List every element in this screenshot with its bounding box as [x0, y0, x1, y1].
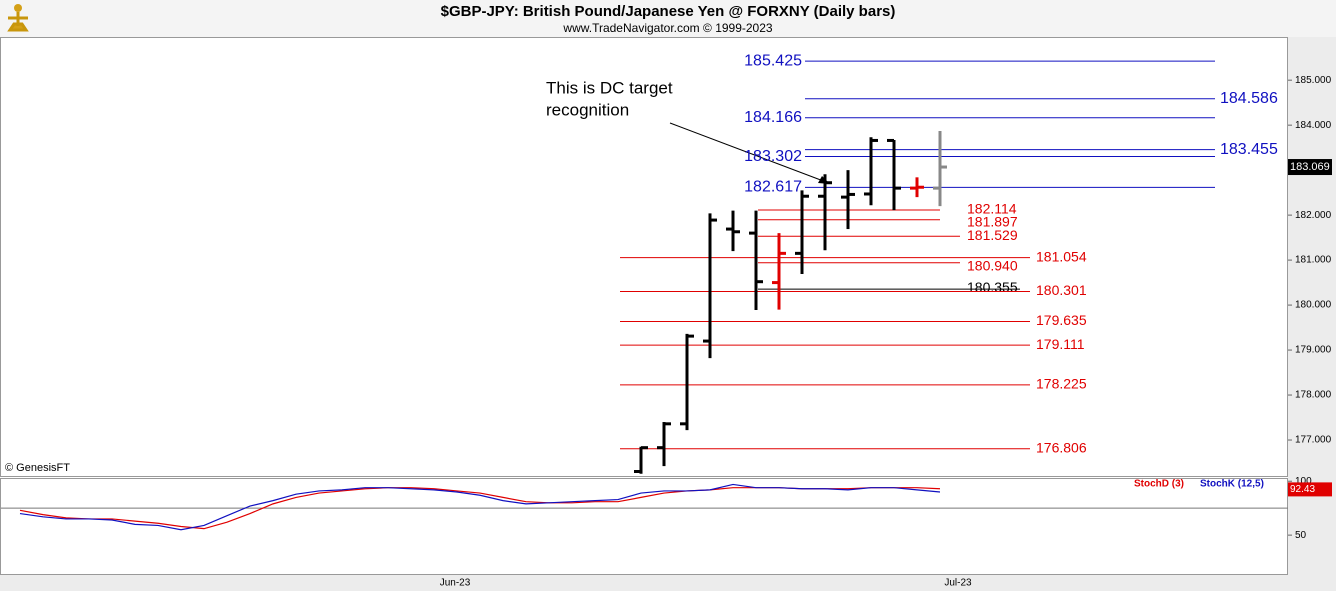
- y-tick-label: 184.000: [1295, 120, 1332, 131]
- time-axis-area: [0, 575, 1288, 591]
- level-label: 180.355: [967, 279, 1018, 295]
- level-label: 181.897: [967, 213, 1018, 229]
- level-label: 179.111: [1036, 336, 1085, 352]
- y-tick-label: 178.000: [1295, 390, 1332, 401]
- stoch-line: [19, 483, 941, 531]
- chart-subtitle: www.TradeNavigator.com © 1999-2023: [562, 21, 772, 35]
- level-label: 180.940: [967, 258, 1018, 274]
- last-value-box: [1288, 482, 1332, 497]
- level-label: 181.054: [1036, 248, 1087, 264]
- level-label: 182.617: [744, 179, 802, 196]
- x-tick-label: Jun-23: [440, 578, 471, 589]
- level-label: 184.586: [1220, 90, 1278, 107]
- legend-entry: StochD (3): [1134, 479, 1184, 490]
- last-price-box: [1288, 159, 1332, 176]
- level-label: 183.302: [744, 148, 802, 165]
- annotation: recognition: [546, 100, 629, 119]
- header: [0, 0, 1336, 37]
- level-label: 182.114: [967, 201, 1017, 217]
- level-label: 185.425: [744, 52, 802, 69]
- y-tick-label: 180.000: [1295, 300, 1332, 311]
- logo: [7, 4, 29, 32]
- level-label: 179.635: [1036, 312, 1087, 328]
- copyright: © GenesisFT: [5, 462, 70, 474]
- level-label: 181.529: [967, 227, 1018, 243]
- y-tick-label: 50: [1295, 530, 1307, 541]
- stoch-panel: [0, 478, 1288, 575]
- y-tick-label: 179.000: [1295, 345, 1332, 356]
- last-price-label: 183.069: [1290, 161, 1330, 173]
- y-tick-label: 100: [1295, 476, 1312, 487]
- legend-entry: StochK (12,5): [1200, 479, 1264, 490]
- annotation: This is DC target: [546, 78, 673, 97]
- last-value-label: 92.43: [1290, 484, 1315, 495]
- y-tick-label: 182.000: [1295, 210, 1332, 221]
- main-panel: [0, 37, 1288, 477]
- y-tick-label: 185.000: [1295, 75, 1332, 86]
- level-label: 180.301: [1036, 282, 1087, 298]
- x-tick-label: Jul-23: [944, 578, 972, 589]
- level-label: 183.455: [1220, 141, 1278, 158]
- y-tick-label: 177.000: [1295, 435, 1332, 446]
- annotation-arrow: [669, 122, 827, 183]
- level-label: 178.225: [1036, 376, 1087, 392]
- right-axis-area: [1288, 37, 1336, 591]
- level-label: 176.806: [1036, 439, 1087, 455]
- y-tick-label: 181.000: [1295, 255, 1332, 266]
- chart-title: $GBP-JPY: British Pound/Japanese Yen @ F…: [441, 3, 896, 20]
- level-label: 184.166: [744, 109, 802, 126]
